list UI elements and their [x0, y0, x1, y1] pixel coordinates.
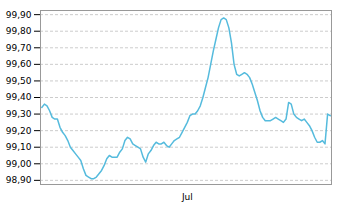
svg-text:99,80: 99,80	[6, 26, 32, 36]
svg-text:Jul: Jul	[181, 192, 193, 202]
svg-text:99,40: 99,40	[6, 92, 32, 102]
svg-text:99,00: 99,00	[6, 159, 32, 169]
svg-text:99,10: 99,10	[6, 142, 32, 152]
svg-text:99,20: 99,20	[6, 126, 32, 136]
svg-text:99,70: 99,70	[6, 43, 32, 53]
svg-text:99,30: 99,30	[6, 109, 32, 119]
svg-text:98,90: 98,90	[6, 175, 32, 185]
svg-text:99,50: 99,50	[6, 76, 32, 86]
svg-text:99,60: 99,60	[6, 59, 32, 69]
svg-text:99,90: 99,90	[6, 10, 32, 20]
